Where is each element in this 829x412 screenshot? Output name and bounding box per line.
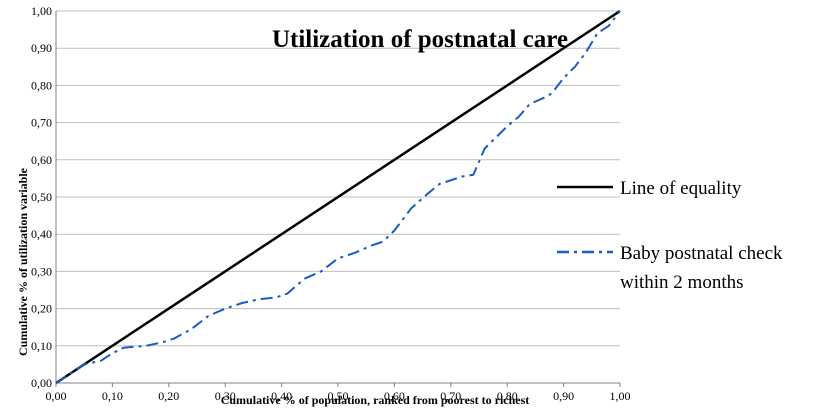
- y-tick-label: 1,00: [31, 4, 52, 18]
- y-axis-title: Cumulative % of utilization variable: [16, 167, 30, 356]
- x-tick-label: 0,40: [271, 389, 292, 403]
- postnatal-check-curve: [55, 10, 621, 384]
- x-tick-labels: 0,00 0,10 0,20 0,30 0,40 0,50 0,60 0,70 0,80 0,90…: [46, 389, 631, 403]
- legend-label-postnatal-check-line1: Baby postnatal check: [620, 243, 783, 264]
- x-tick-label: 0,30: [215, 389, 236, 403]
- y-tick-label: 0,70: [31, 116, 52, 130]
- legend: Line of equality Baby postnatal check wi…: [557, 178, 783, 293]
- x-tick-label: 0,90: [553, 389, 574, 403]
- line-of-equality: [55, 9, 621, 385]
- y-tick-label: 0,50: [31, 190, 52, 204]
- series: [55, 9, 621, 385]
- x-axis-title: Cumulative % of population, ranked from …: [221, 393, 530, 407]
- x-tick-label: 0,80: [497, 389, 518, 403]
- y-tick-label: 0,90: [31, 41, 52, 55]
- y-tick-label: 0,00: [31, 376, 52, 390]
- y-tick-label: 0,30: [31, 264, 52, 278]
- x-tick-label: 0,70: [440, 389, 461, 403]
- x-tick-label: 0,00: [46, 389, 67, 403]
- x-tick-label: 0,10: [102, 389, 123, 403]
- y-tick-label: 0,60: [31, 153, 52, 167]
- legend-label-line-of-equality: Line of equality: [620, 178, 742, 199]
- x-tick-label: 0,60: [384, 389, 405, 403]
- y-tick-label: 0,20: [31, 302, 52, 316]
- legend-label-postnatal-check-line2: within 2 months: [620, 272, 744, 293]
- y-tick-label: 0,40: [31, 227, 52, 241]
- x-tick-label: 0,50: [328, 389, 349, 403]
- axes: [55, 11, 621, 387]
- x-tick-label: 1,00: [610, 389, 631, 403]
- y-tick-label: 0,10: [31, 339, 52, 353]
- chart-title: Utilization of postnatal care: [272, 26, 568, 53]
- x-tick-label: 0,20: [158, 389, 179, 403]
- y-tick-labels: 0,00 0,10 0,20 0,30 0,40 0,50 0,60 0,70 0,80 0,90…: [31, 4, 52, 390]
- y-tick-label: 0,80: [31, 78, 52, 92]
